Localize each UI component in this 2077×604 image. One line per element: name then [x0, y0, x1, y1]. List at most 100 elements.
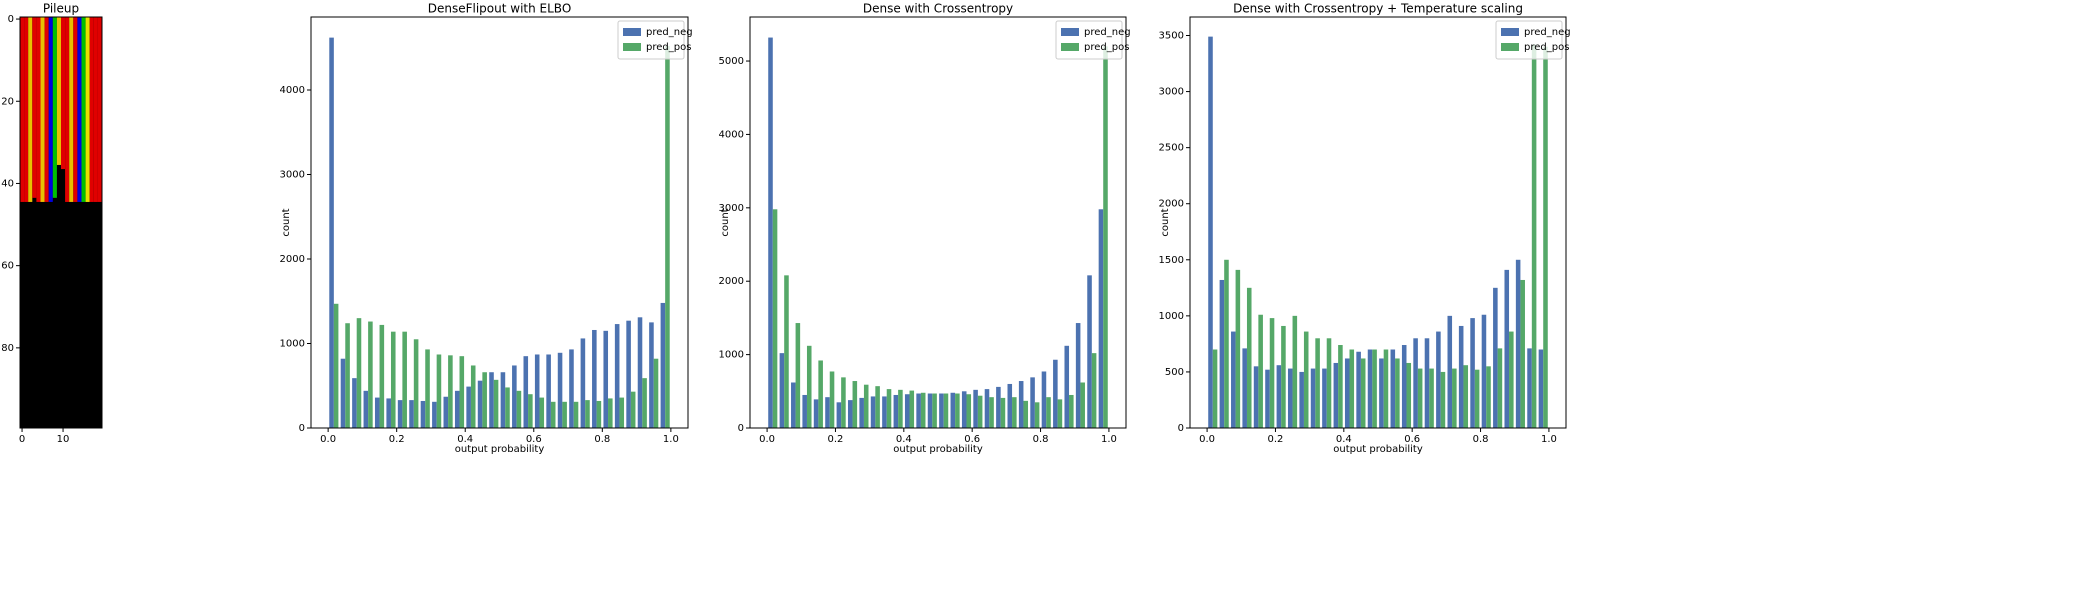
x-axis-label: output probability	[893, 444, 983, 455]
bar	[1447, 315, 1453, 428]
bar	[608, 398, 613, 428]
x-tick-label: 1.0	[1541, 434, 1557, 445]
bar	[1367, 349, 1373, 428]
image-column	[97, 17, 102, 202]
bar	[1012, 397, 1017, 428]
bar	[1520, 279, 1525, 428]
bar	[546, 354, 551, 428]
bar	[784, 275, 789, 428]
y-axis-label: count	[281, 208, 292, 236]
bar	[1543, 46, 1548, 429]
bar	[1007, 383, 1013, 428]
bar	[1231, 331, 1236, 428]
bar	[1023, 400, 1029, 428]
bar	[523, 356, 529, 428]
legend-swatch	[1061, 43, 1079, 51]
bar	[950, 392, 956, 428]
panel: DenseFlipout with ELBO pred_neg pred_posou…	[280, 2, 693, 456]
bar	[512, 365, 517, 428]
chart-title: DenseFlipout with ELBO	[428, 2, 572, 16]
bar	[580, 338, 586, 428]
x-tick-label: 0.2	[389, 434, 405, 445]
bar	[1253, 366, 1259, 428]
bar	[345, 323, 350, 428]
bar	[592, 329, 597, 428]
bar	[413, 339, 419, 428]
bar	[1493, 287, 1498, 428]
y-tick-label: 0	[299, 423, 305, 434]
bar	[630, 391, 636, 428]
bar	[1344, 358, 1350, 428]
y-axis-label: count	[720, 208, 731, 236]
bar	[1242, 348, 1247, 428]
y-tick-label: 1000	[280, 339, 305, 350]
bar	[1360, 358, 1366, 428]
chart-title: Dense with Crossentropy	[863, 2, 1013, 16]
image-column	[73, 17, 78, 202]
bar	[1326, 338, 1332, 428]
bar	[886, 389, 892, 428]
bar	[1497, 348, 1503, 428]
x-tick-label: 1.0	[663, 434, 679, 445]
bar	[791, 382, 796, 428]
bar	[477, 380, 483, 428]
y-tick-label: 0	[738, 423, 744, 434]
bar	[459, 356, 465, 428]
bar	[1356, 351, 1361, 428]
panel: Dense with Crossentropy + Temperature sc…	[1159, 2, 1571, 456]
bar	[1287, 368, 1293, 428]
bar	[482, 372, 487, 428]
y-tick-label: 3500	[1159, 31, 1184, 42]
bar	[363, 390, 369, 428]
bar	[989, 397, 994, 428]
x-tick-label: 0.4	[457, 434, 473, 445]
image-column	[52, 17, 57, 198]
bar	[352, 378, 357, 428]
legend-label: pred_pos	[1524, 42, 1569, 53]
bar	[1481, 314, 1487, 428]
legend-swatch	[1061, 28, 1079, 36]
bar	[847, 400, 853, 428]
y-tick-label: 500	[1165, 367, 1184, 378]
bar	[1292, 315, 1298, 428]
bar	[1424, 338, 1430, 428]
bar	[1401, 345, 1407, 428]
y-tick-label: 20	[1, 96, 14, 107]
image-column	[40, 17, 45, 202]
legend-swatch	[623, 43, 641, 51]
legend-swatch	[1501, 43, 1519, 51]
bar	[425, 349, 430, 428]
bar	[870, 396, 876, 428]
bar	[379, 324, 385, 428]
bar	[1372, 349, 1377, 428]
bar	[1310, 368, 1316, 428]
bar	[1338, 345, 1343, 428]
y-tick-label: 4000	[719, 129, 744, 140]
bar	[614, 324, 620, 428]
x-tick-label: 1.0	[1101, 434, 1117, 445]
bar	[1057, 399, 1063, 428]
y-tick-label: 3000	[1159, 87, 1184, 98]
y-tick-label: 80	[1, 343, 14, 354]
bar	[859, 397, 864, 428]
bar	[528, 394, 533, 428]
y-tick-label: 60	[1, 261, 14, 272]
bar	[916, 393, 921, 428]
bar	[977, 395, 983, 428]
bar	[390, 331, 396, 428]
x-tick-label: 0.4	[1336, 434, 1352, 445]
x-tick-label: 0.6	[526, 434, 542, 445]
image-column	[20, 17, 25, 202]
panel: Pileup 0 10 0 20 40 60 80	[1, 2, 103, 445]
x-axis-label: output probability	[1333, 444, 1423, 455]
image-column	[32, 17, 37, 198]
bar	[562, 401, 567, 428]
bar	[1276, 365, 1282, 428]
x-tick-label: 0.8	[1033, 434, 1049, 445]
bar	[1474, 369, 1480, 428]
image-column	[61, 17, 66, 170]
bar	[802, 394, 807, 428]
bar	[1315, 338, 1320, 428]
bar	[1069, 394, 1074, 428]
x-tick-label: 0.2	[1268, 434, 1284, 445]
